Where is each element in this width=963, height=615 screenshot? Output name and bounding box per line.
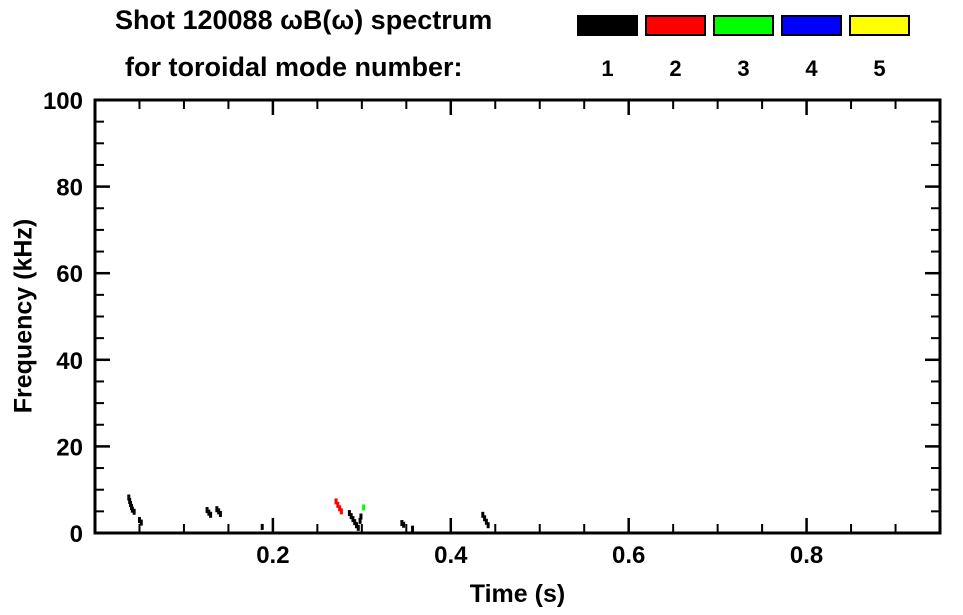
x-axis-label: Time (s) (469, 580, 566, 608)
spectrum-point (139, 519, 143, 526)
spectrum-point (484, 518, 488, 525)
x-tick-label: 0.4 (434, 542, 468, 569)
x-tick-label: 0.2 (256, 542, 289, 569)
spectrum-point (400, 520, 404, 527)
spectrum-point (137, 517, 141, 524)
legend-swatches (577, 15, 910, 36)
spectrum-point (209, 511, 213, 518)
spectrum-point (481, 511, 485, 518)
legend-swatch (645, 15, 706, 36)
legend-number: 1 (601, 56, 614, 81)
plot-frame (93, 98, 942, 535)
spectrum-point (334, 498, 338, 505)
y-tick-label: 80 (56, 175, 83, 202)
spectrum-point (411, 525, 415, 532)
spectrum-point (486, 522, 490, 529)
x-tick-label: 0.8 (790, 542, 823, 569)
spectrum-point (353, 519, 357, 526)
legend-number: 3 (737, 56, 750, 81)
chart-title-line1: Shot 120088 ωB(ω) spectrum (115, 5, 493, 35)
spectrum-point (205, 507, 209, 514)
spectrum-point (338, 505, 342, 512)
spectrum-point (349, 513, 353, 520)
spectrum-point (207, 509, 211, 516)
y-tick-label: 0 (70, 521, 83, 548)
legend-swatch (849, 15, 910, 36)
spectrum-point (130, 506, 134, 513)
spectrum-point (362, 504, 366, 511)
legend-number: 4 (805, 56, 818, 81)
spectrum-point (358, 517, 362, 524)
legend-swatch (781, 15, 842, 36)
spectrum-point (129, 500, 133, 507)
spectrum-point (215, 506, 219, 513)
spectrum-point (128, 497, 132, 504)
y-tick-label: 60 (56, 261, 83, 288)
y-tick-label: 20 (56, 434, 83, 461)
spectrum-point (260, 523, 264, 530)
spectrum-point (339, 508, 343, 515)
spectrum-point (359, 513, 363, 520)
spectrum-point (347, 510, 351, 517)
spectrum-point (127, 494, 131, 501)
legend-swatch (713, 15, 774, 36)
x-tick-label: 0.6 (612, 542, 645, 569)
y-tick-label: 100 (43, 88, 83, 115)
spectrum-point (217, 508, 221, 515)
spectrum-point (356, 524, 360, 531)
legend-numbers: 1 2 3 4 5 (577, 56, 910, 82)
y-axis-label: Frequency (kHz) (9, 218, 38, 414)
legend-number: 5 (873, 56, 886, 81)
spectrum-point (483, 515, 487, 522)
spectrum-point (336, 501, 340, 508)
spectrum-point (218, 510, 222, 517)
legend-swatch (577, 15, 638, 36)
y-tick-label: 40 (56, 348, 83, 375)
spectrum-point (402, 521, 406, 528)
spectrum-point (132, 508, 136, 515)
spectrum-point (351, 516, 355, 523)
spectrum-point (355, 522, 359, 529)
chart-title-line2: for toroidal mode number: (125, 52, 463, 82)
legend-number: 2 (669, 56, 682, 81)
